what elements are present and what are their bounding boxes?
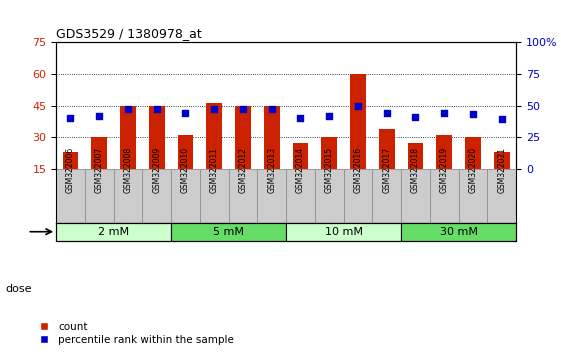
Point (267, 107, 276, 112)
Bar (286, 223, 401, 241)
Text: GSM322020: GSM322020 (468, 147, 477, 193)
Text: GSM322006: GSM322006 (66, 147, 75, 193)
Text: GSM322009: GSM322009 (152, 147, 161, 193)
Bar (85, 169, 113, 223)
Bar (257, 169, 286, 223)
Text: GSM322010: GSM322010 (181, 147, 190, 193)
Text: GDS3529 / 1380978_at: GDS3529 / 1380978_at (56, 27, 202, 40)
Text: 5 mM: 5 mM (213, 227, 244, 237)
Text: GSM322011: GSM322011 (210, 147, 219, 193)
Bar (350, 74, 366, 169)
Bar (200, 169, 229, 223)
Point (325, 113, 334, 119)
Bar (286, 169, 315, 223)
Bar (171, 223, 286, 241)
Point (238, 107, 247, 112)
Bar (206, 103, 222, 169)
Text: GSM322018: GSM322018 (411, 147, 420, 193)
Bar (56, 223, 171, 241)
Text: GSM322015: GSM322015 (325, 147, 334, 193)
Bar (113, 169, 142, 223)
Bar (436, 135, 452, 169)
Bar (229, 169, 257, 223)
Bar (264, 105, 279, 169)
Point (296, 115, 305, 121)
Bar (56, 169, 85, 223)
Bar (373, 169, 401, 223)
Text: 2 mM: 2 mM (98, 227, 129, 237)
Text: GSM322013: GSM322013 (267, 147, 276, 193)
Bar (63, 152, 79, 169)
Bar (488, 169, 516, 223)
Point (210, 107, 219, 112)
Bar (401, 223, 516, 241)
Text: GSM322016: GSM322016 (353, 147, 362, 193)
Legend: count, percentile rank within the sample: count, percentile rank within the sample (33, 317, 238, 349)
Bar (315, 169, 343, 223)
Bar (171, 169, 200, 223)
Point (66, 115, 75, 121)
Point (123, 107, 132, 112)
Bar (343, 169, 373, 223)
Text: GSM322008: GSM322008 (123, 147, 132, 193)
Point (152, 107, 161, 112)
Text: dose: dose (6, 284, 32, 293)
Bar (91, 137, 107, 169)
Point (440, 110, 449, 116)
Bar (321, 137, 337, 169)
Text: GSM322021: GSM322021 (497, 147, 506, 193)
Bar (401, 169, 430, 223)
Bar (465, 137, 481, 169)
Bar (430, 169, 459, 223)
Point (181, 110, 190, 116)
Text: GSM322019: GSM322019 (440, 147, 449, 193)
Bar (235, 105, 251, 169)
Point (382, 110, 391, 116)
Text: 10 mM: 10 mM (325, 227, 362, 237)
Point (497, 116, 506, 122)
Bar (494, 152, 509, 169)
Bar (408, 143, 424, 169)
Bar (142, 169, 171, 223)
Point (95, 113, 104, 119)
Bar (120, 105, 136, 169)
Bar (149, 105, 164, 169)
Bar (293, 143, 309, 169)
Text: GSM322012: GSM322012 (238, 147, 247, 193)
Text: GSM322007: GSM322007 (95, 147, 104, 193)
Point (468, 112, 477, 117)
Bar (178, 135, 194, 169)
Bar (379, 129, 394, 169)
Point (411, 114, 420, 120)
Point (353, 103, 362, 108)
Bar (458, 169, 488, 223)
Text: 30 mM: 30 mM (440, 227, 477, 237)
Text: GSM322017: GSM322017 (382, 147, 391, 193)
Text: GSM322014: GSM322014 (296, 147, 305, 193)
